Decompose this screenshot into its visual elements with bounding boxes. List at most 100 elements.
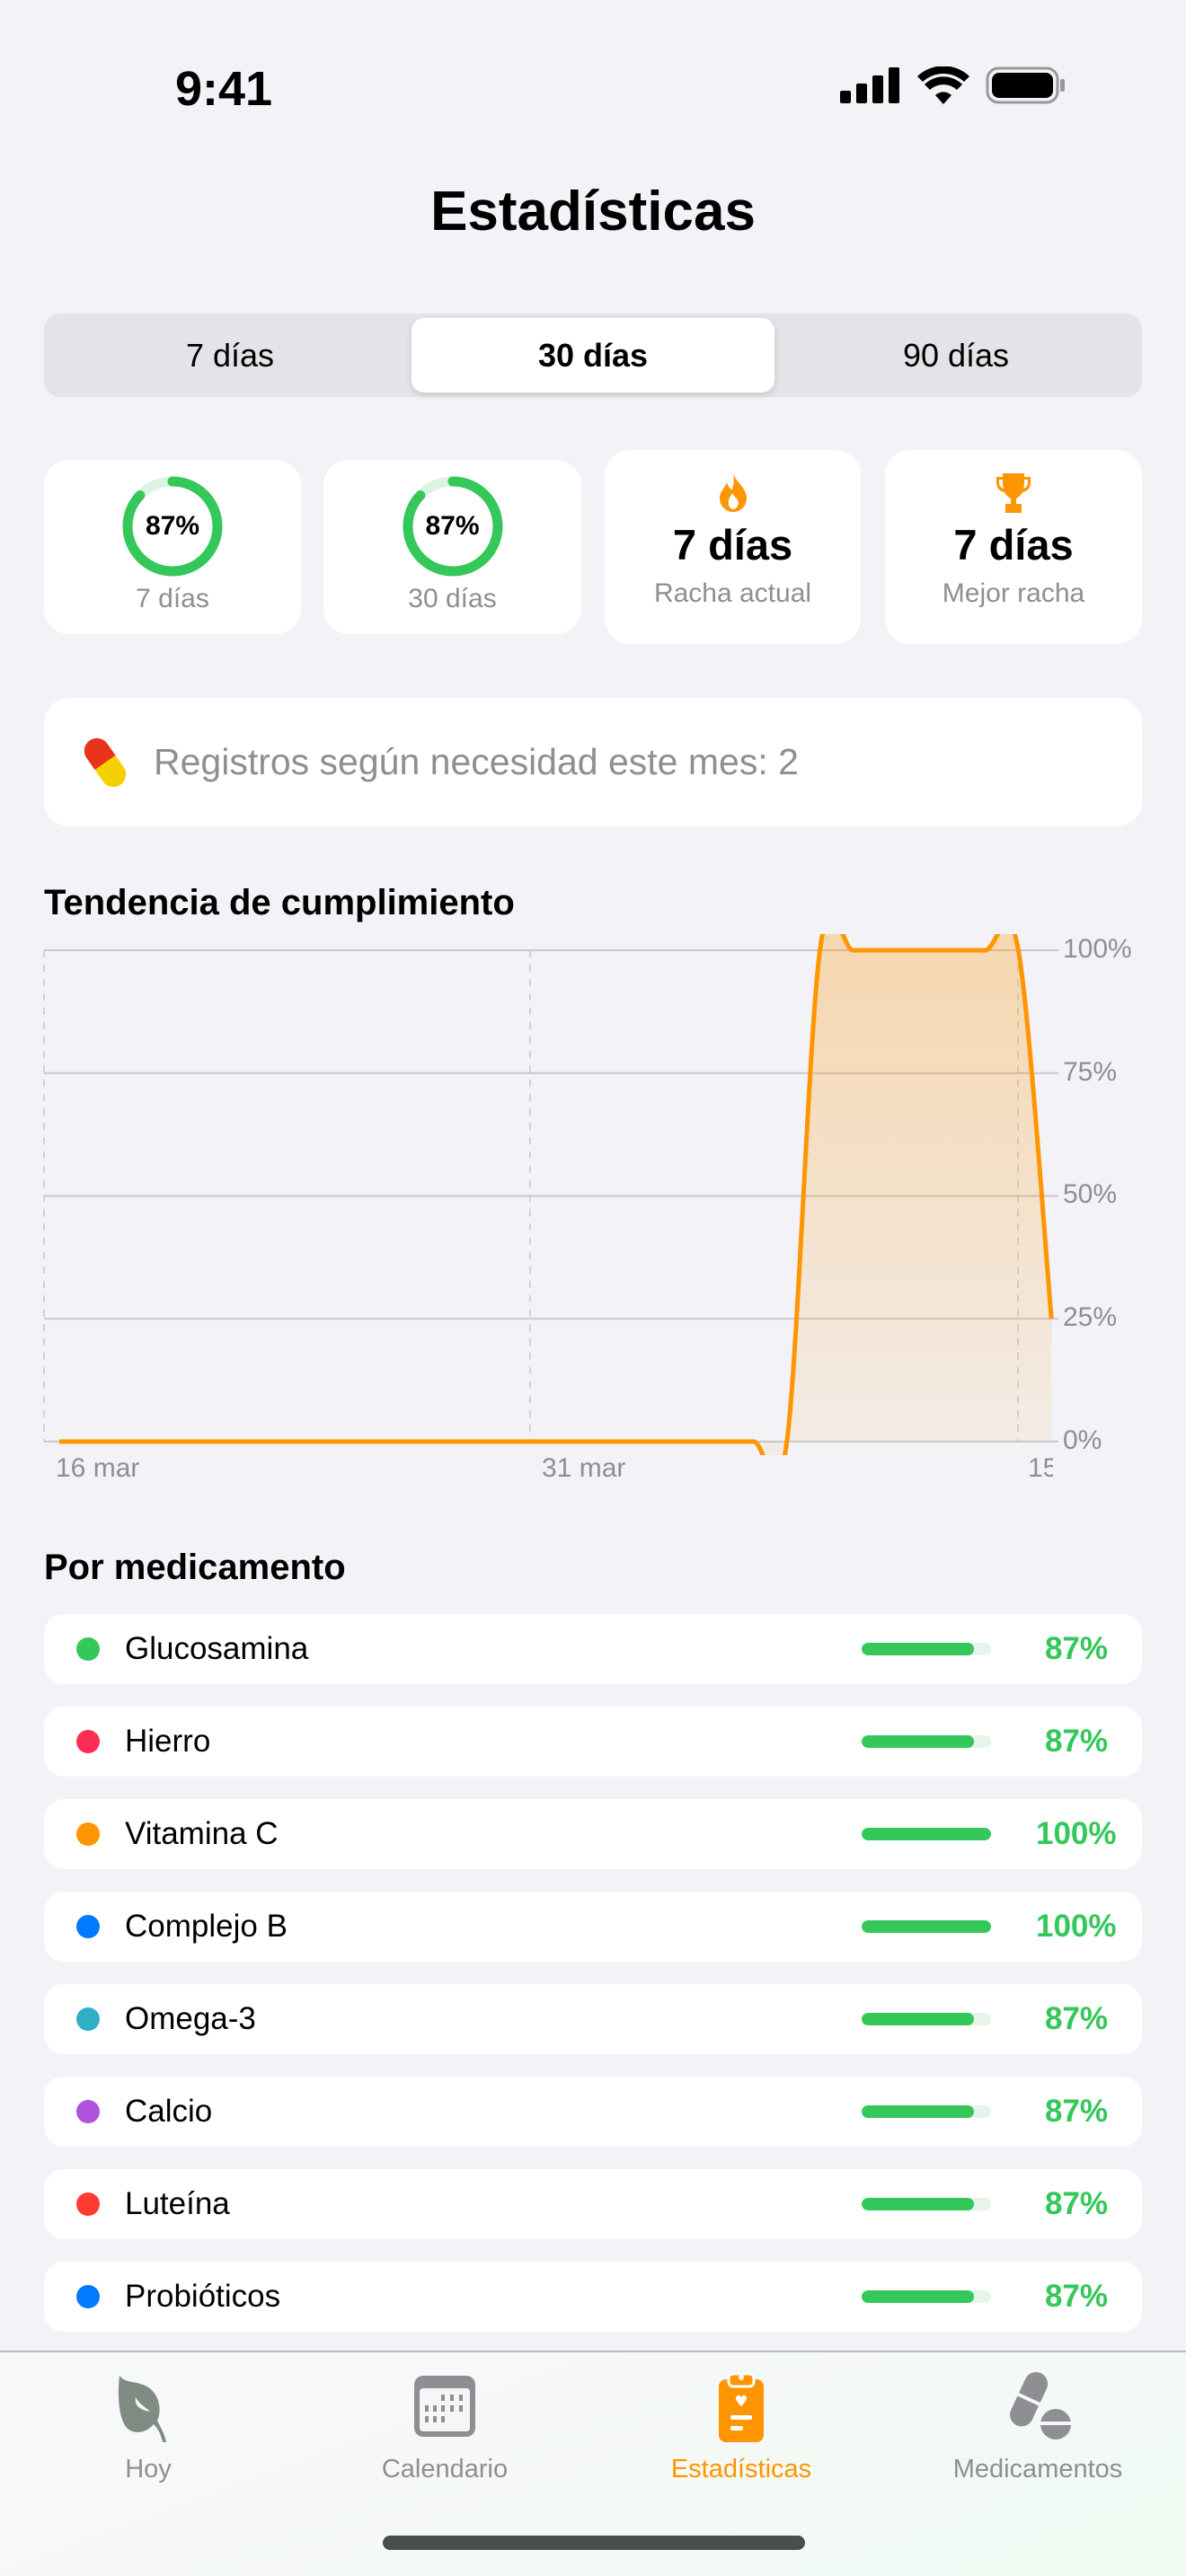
medication-name: Probióticos <box>125 2279 281 2314</box>
medication-row[interactable]: Complejo B 100% <box>44 1892 1142 1962</box>
medication-color-dot <box>76 1730 100 1753</box>
as-needed-text: Registros según necesidad este mes: 2 <box>154 741 799 782</box>
compliance-bar-fill <box>862 2013 975 2025</box>
stat-card-30-days: 87% 30 días <box>323 460 581 634</box>
medication-row[interactable]: Vitamina C 100% <box>44 1799 1142 1869</box>
compliance-area <box>59 934 1052 1455</box>
medication-name: Calcio <box>125 2094 213 2129</box>
medication-percent: 87% <box>1044 2186 1108 2221</box>
trophy-icon <box>996 473 1031 513</box>
medication-name: Omega-3 <box>125 2001 256 2036</box>
compliance-bar <box>862 1828 991 1840</box>
home-indicator <box>383 2536 805 2550</box>
medication-percent: 87% <box>1044 1631 1108 1666</box>
y-tick-label: 50% <box>1063 1179 1118 1209</box>
compliance-bar <box>862 2013 991 2025</box>
compliance-bar <box>862 1920 991 1933</box>
calendar-icon <box>414 2376 475 2437</box>
section-title-by-medication: Por medicamento <box>44 1548 346 1587</box>
medication-color-dot <box>76 2192 100 2216</box>
stat-label: 30 días <box>408 584 497 613</box>
status-time: 9:41 <box>175 62 273 116</box>
stat-label: Mejor racha <box>942 578 1085 608</box>
y-tick-label: 0% <box>1063 1425 1102 1455</box>
chart-title: Tendencia de cumplimiento <box>44 883 515 922</box>
pill-icon <box>84 737 127 787</box>
stat-value: 7 días <box>672 521 793 569</box>
battery-icon <box>986 66 1065 104</box>
y-tick-label: 25% <box>1063 1302 1118 1332</box>
medication-color-dot <box>76 2007 100 2031</box>
compliance-bar <box>862 2198 991 2210</box>
segment-90-days[interactable]: 90 días <box>902 336 1010 374</box>
stat-value: 7 días <box>953 521 1074 569</box>
compliance-bar-fill <box>862 2105 975 2118</box>
tab-today[interactable]: Hoy <box>0 2352 296 2576</box>
x-tick-clip: 15 abr <box>1028 1453 1053 1484</box>
stat-card-best-streak: 7 días Mejor racha <box>885 450 1142 644</box>
medication-row[interactable]: Omega-3 87% <box>44 1984 1142 2054</box>
ring-progress <box>403 476 502 577</box>
page-title: Estadísticas <box>430 181 756 243</box>
compliance-chart <box>43 934 1058 1455</box>
medication-color-dot <box>76 2285 100 2308</box>
medication-color-dot <box>76 1822 100 1846</box>
compliance-bar <box>862 1643 991 1655</box>
tab-statistics[interactable]: Estadísticas <box>593 2352 890 2576</box>
tab-calendar[interactable]: Calendario <box>296 2352 593 2576</box>
segment-30-days[interactable]: 30 días <box>412 318 774 393</box>
flame-icon <box>719 473 747 512</box>
x-tick-label: 31 mar <box>542 1453 626 1483</box>
tab-medications[interactable]: Medicamentos <box>890 2352 1186 2576</box>
medication-name: Luteína <box>125 2186 230 2221</box>
ring-progress <box>122 476 223 577</box>
stat-label: Racha actual <box>653 578 812 608</box>
ring-value: 87% <box>145 511 200 541</box>
clipboard-icon <box>719 2372 764 2442</box>
tab-label: Estadísticas <box>670 2455 812 2483</box>
compliance-bar <box>862 1735 991 1748</box>
medication-row[interactable]: Probióticos 87% <box>44 2262 1142 2332</box>
x-tick-label: 16 mar <box>56 1453 140 1483</box>
segment-7-days[interactable]: 7 días <box>185 336 275 374</box>
pills-icon <box>1010 2372 1074 2439</box>
medication-percent: 87% <box>1044 1724 1108 1759</box>
medication-color-dot <box>76 2100 100 2123</box>
progress-ring-7-days: 87% <box>122 476 223 577</box>
medication-color-dot <box>76 1915 100 1938</box>
compliance-bar-fill <box>862 1643 975 1655</box>
compliance-bar <box>862 2105 991 2118</box>
stat-card-current-streak: 7 días Racha actual <box>605 450 861 644</box>
medication-row[interactable]: Calcio 87% <box>44 2077 1142 2147</box>
status-icons <box>840 66 1067 104</box>
ring-value: 87% <box>425 511 480 541</box>
progress-ring-30-days: 87% <box>403 476 503 577</box>
medication-percent: 100% <box>1036 1909 1117 1944</box>
y-tick-label: 100% <box>1063 934 1132 964</box>
stat-label: 7 días <box>136 584 209 613</box>
compliance-bar-fill <box>862 1735 975 1748</box>
compliance-bar-fill <box>862 1920 991 1933</box>
period-segmented-control: 7 días 30 días 90 días <box>44 313 1142 397</box>
medication-name: Glucosamina <box>125 1631 309 1666</box>
compliance-bar-fill <box>862 2290 975 2303</box>
tab-label: Calendario <box>381 2455 509 2483</box>
as-needed-card: Registros según necesidad este mes: 2 <box>44 698 1142 826</box>
tab-label: Hoy <box>125 2455 172 2483</box>
medication-percent: 87% <box>1044 2279 1108 2314</box>
compliance-bar-fill <box>862 1828 991 1840</box>
medication-row[interactable]: Luteína 87% <box>44 2169 1142 2239</box>
medication-row[interactable]: Glucosamina 87% <box>44 1614 1142 1684</box>
medication-percent: 100% <box>1036 1816 1117 1851</box>
medication-row[interactable]: Hierro 87% <box>44 1707 1142 1777</box>
medication-name: Vitamina C <box>125 1816 279 1851</box>
medication-name: Hierro <box>125 1724 211 1759</box>
compliance-bar-fill <box>862 2198 975 2210</box>
y-tick-label: 75% <box>1063 1057 1118 1087</box>
wifi-icon <box>917 66 969 104</box>
cellular-signal-icon <box>840 67 899 103</box>
medication-percent: 87% <box>1044 2001 1108 2036</box>
medication-name: Complejo B <box>125 1909 288 1944</box>
compliance-bar <box>862 2290 991 2303</box>
stat-card-7-days: 87% 7 días <box>44 460 301 634</box>
